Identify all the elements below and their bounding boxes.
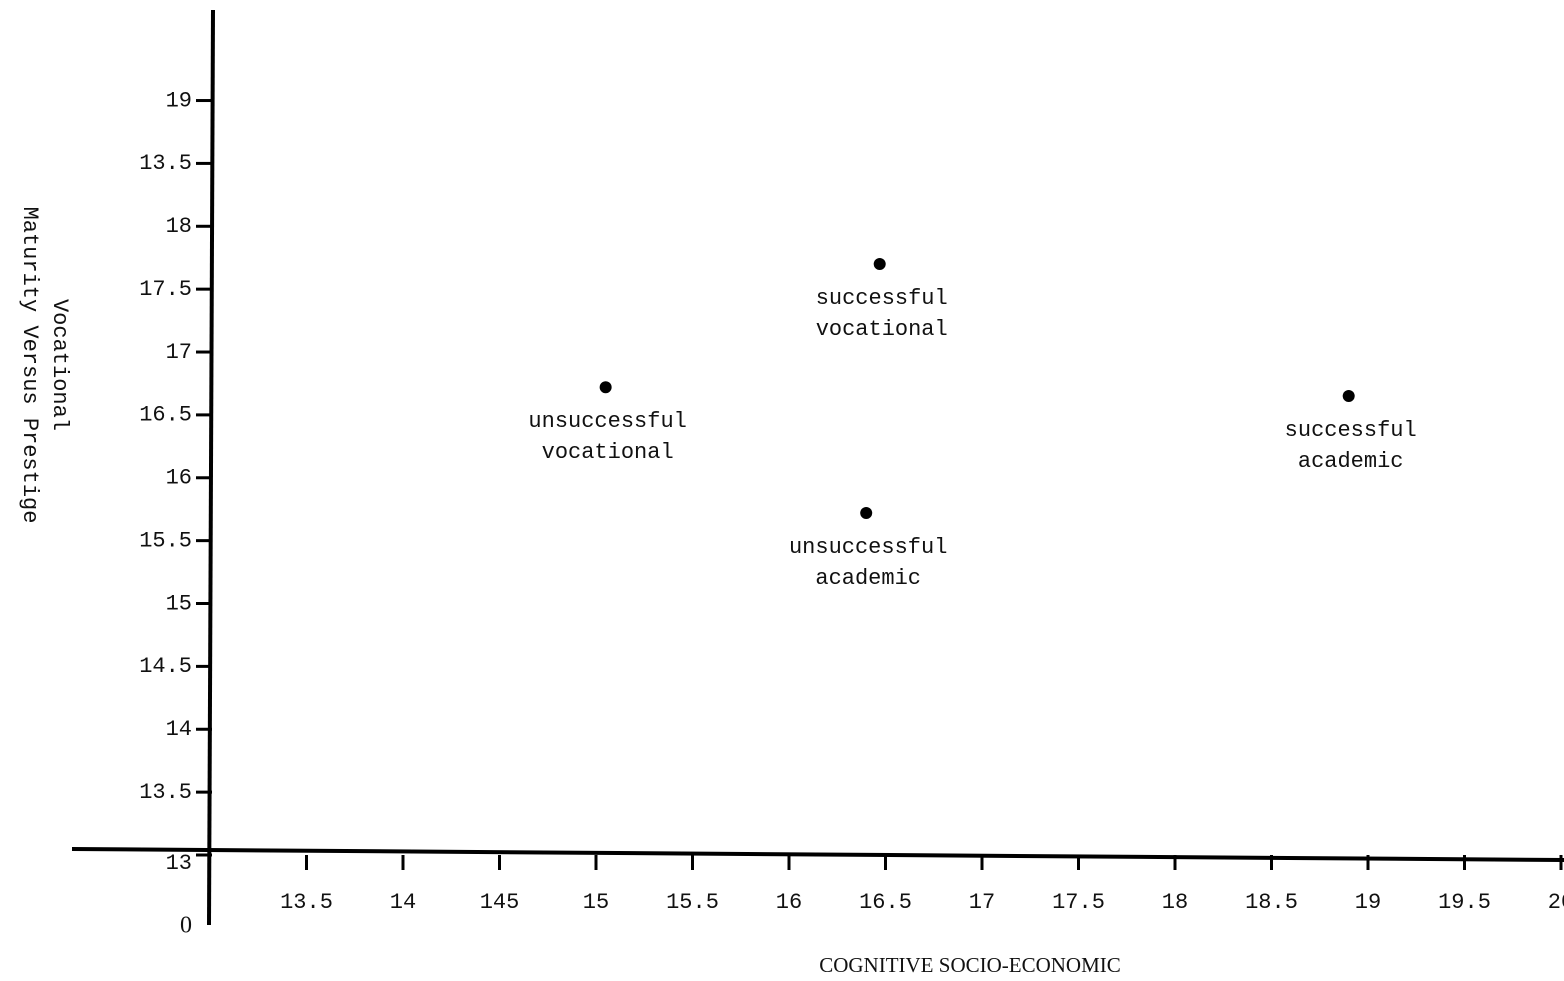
y-tick-label: 13 [166, 851, 192, 876]
x-tick-label: 18.5 [1245, 890, 1298, 915]
x-tick-label: 145 [480, 890, 520, 915]
x-tick-label: 17.5 [1052, 890, 1105, 915]
point [1342, 390, 1355, 403]
point [873, 258, 886, 271]
y-tick-label: 16 [166, 466, 192, 491]
x-tick-label: 15 [583, 890, 609, 915]
point [860, 506, 873, 519]
y-tick-label: 17.5 [139, 277, 192, 302]
point-label: successful [816, 286, 948, 311]
point-label: academic [815, 566, 921, 591]
point-label: unsuccessful [528, 409, 686, 434]
x-tick-label: 17 [969, 890, 995, 915]
y-axis-label-line: Vocational [47, 299, 72, 431]
x-axis-label: COGNITIVE SOCIO-ECONOMIC [819, 953, 1121, 977]
x-tick-label: 18 [1162, 890, 1188, 915]
x-tick-label: 15.5 [666, 890, 719, 915]
y-axis-label-line: Maturity Versus Prestige [17, 207, 42, 524]
y-tick-label: 13.5 [139, 780, 192, 805]
x-tick-label: 16.5 [859, 890, 912, 915]
y-tick-label: 15.5 [139, 528, 192, 553]
y-axis [207, 9, 215, 926]
y-tick-label: 14 [166, 717, 192, 742]
origin-label: 0 [180, 913, 192, 939]
x-tick-label: 16 [776, 890, 802, 915]
y-tick-label: 13.5 [139, 151, 192, 176]
y-tick-label: 18 [166, 214, 192, 239]
x-tick-label: 13.5 [280, 890, 333, 915]
point-label: vocational [542, 440, 674, 465]
point [599, 381, 612, 394]
y-tick-label: 16.5 [139, 403, 192, 428]
point-label: vocational [816, 317, 948, 342]
point-label: unsuccessful [789, 535, 947, 560]
y-tick-label: 19 [166, 88, 192, 113]
y-axis-label: Vocational Maturity Versus Prestige [17, 207, 72, 524]
y-tick-label: 14.5 [139, 654, 192, 679]
x-tick-label: 19.5 [1438, 890, 1491, 915]
point-label: academic [1298, 449, 1404, 474]
y-tick-label: 15 [166, 591, 192, 616]
x-tick-label: 14 [390, 890, 416, 915]
y-tick-label: 17 [166, 340, 192, 365]
x-tick-label: 20 [1548, 890, 1564, 915]
x-tick-label: 19 [1355, 890, 1381, 915]
point-label: successful [1285, 418, 1417, 443]
x-axis [71, 847, 1564, 862]
